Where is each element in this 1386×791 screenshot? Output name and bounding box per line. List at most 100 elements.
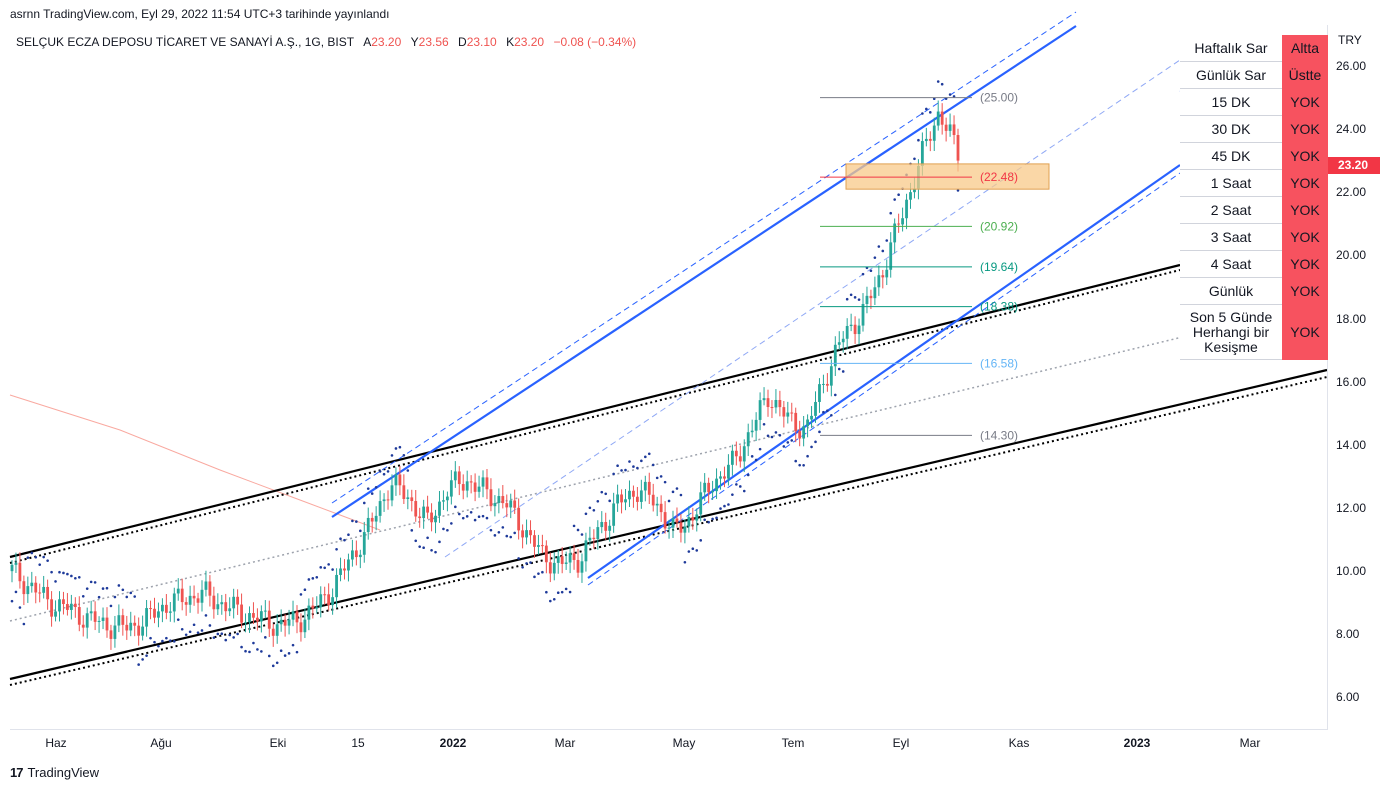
candle xyxy=(73,597,77,618)
price-axis[interactable]: TRY 26.00 24.00 22.00 20.00 18.00 16.00 14.00 1… xyxy=(1327,25,1386,730)
sar-dot xyxy=(347,533,350,536)
candle xyxy=(22,575,26,606)
sar-dot xyxy=(442,527,445,531)
sar-dot xyxy=(810,445,813,449)
candle xyxy=(814,391,817,423)
sar-dot xyxy=(529,561,532,564)
sar-dot xyxy=(489,528,493,532)
sar-dot xyxy=(671,490,675,494)
candle xyxy=(398,466,402,496)
candle xyxy=(212,586,216,619)
sar-dot xyxy=(707,520,710,524)
candle xyxy=(307,598,311,631)
candle xyxy=(378,490,382,523)
candle xyxy=(727,454,730,486)
time-axis[interactable]: Haz Ağu Eki 15 2022 Mar May Tem Eyl Kas 2023 Mar xyxy=(10,729,1327,755)
tradingview-logo[interactable]: 17 TradingView xyxy=(10,765,99,780)
sar-dot xyxy=(509,535,513,539)
sar-dot xyxy=(109,604,113,608)
sar-dot xyxy=(469,511,473,514)
candle xyxy=(410,489,414,512)
candle xyxy=(54,600,57,622)
sar-dot xyxy=(414,539,418,543)
sar-dot xyxy=(727,503,730,506)
candle xyxy=(822,374,825,394)
sar-dot xyxy=(101,587,105,590)
sar-dot xyxy=(746,473,750,477)
sar-dot xyxy=(461,516,465,520)
candle xyxy=(873,276,877,306)
price-tick-label: 8.00 xyxy=(1336,627,1360,642)
sar-dot xyxy=(228,633,231,637)
fib-level-label: (16.58) xyxy=(980,356,1018,370)
sar-dot xyxy=(81,595,85,598)
change-value: −0.08 (−0.34%) xyxy=(553,35,637,49)
candle xyxy=(259,605,263,633)
candle xyxy=(691,507,695,530)
candle xyxy=(556,550,560,574)
brand-name: TradingView xyxy=(27,765,100,780)
time-tick-label: Tem xyxy=(781,736,805,750)
sar-dot xyxy=(390,454,394,457)
candle xyxy=(386,490,390,510)
fib-level-label: (25.00) xyxy=(980,91,1018,105)
sar-dot xyxy=(137,663,140,666)
candle xyxy=(354,540,358,566)
sar-dot xyxy=(362,501,366,505)
price-tick-label: 24.00 xyxy=(1336,122,1367,137)
sar-dot xyxy=(794,459,798,463)
candle xyxy=(85,607,89,639)
sar-dot xyxy=(149,636,152,640)
candle xyxy=(632,485,635,508)
sar-dot xyxy=(739,485,742,488)
sar-dot xyxy=(549,599,552,603)
candle xyxy=(327,583,331,611)
sar-dot xyxy=(659,475,663,478)
candle xyxy=(418,507,422,528)
sar-dot xyxy=(465,515,469,518)
candle xyxy=(390,474,394,507)
symbol-name: SELÇUK ECZA DEPOSU TİCARET VE SANAYİ A.Ş… xyxy=(16,35,354,49)
sar-dot xyxy=(113,595,117,599)
candle xyxy=(762,387,766,406)
signal-row: Son 5 Günde Herhangi bir Kesişme YOK xyxy=(1180,304,1328,360)
sar-dot xyxy=(837,367,841,371)
fib-level-label: (18.38) xyxy=(980,300,1018,314)
sar-dot xyxy=(766,434,770,438)
sar-dot xyxy=(188,630,192,634)
candle xyxy=(568,546,572,574)
middle-grey-dotted-line xyxy=(9,301,1328,622)
sar-dot xyxy=(731,493,734,496)
time-tick-label: 2022 xyxy=(439,736,467,750)
sar-dot xyxy=(750,455,754,458)
candle xyxy=(426,495,430,519)
candle xyxy=(164,594,168,620)
sar-dot xyxy=(232,636,235,639)
candle xyxy=(837,331,841,351)
candle xyxy=(651,483,655,512)
sar-dot xyxy=(26,556,30,559)
sar-dot xyxy=(370,492,374,495)
signal-row: 3 Saat YOK xyxy=(1180,223,1328,251)
published-caption: asrnn TradingView.com, Eyl 29, 2022 11:5… xyxy=(10,7,390,21)
sar-dot xyxy=(806,454,809,458)
sar-dot xyxy=(129,591,133,595)
sar-dot xyxy=(327,563,330,566)
sar-dot xyxy=(335,548,338,551)
sar-dot xyxy=(493,534,497,537)
candle xyxy=(137,617,141,646)
sar-dot xyxy=(564,587,568,591)
candle xyxy=(774,389,778,414)
sar-dot xyxy=(833,393,837,397)
sar-dot xyxy=(782,445,786,448)
candle xyxy=(699,481,703,522)
lower-black-dotted-line xyxy=(9,376,1328,686)
sar-dot xyxy=(818,430,821,434)
candle xyxy=(643,475,647,502)
signal-label: 30 DK xyxy=(1180,115,1282,143)
signal-label: 4 Saat xyxy=(1180,250,1282,278)
candle xyxy=(77,596,81,632)
price-tick-label: 18.00 xyxy=(1336,311,1367,326)
fib-highlight-zone[interactable] xyxy=(845,163,1050,190)
